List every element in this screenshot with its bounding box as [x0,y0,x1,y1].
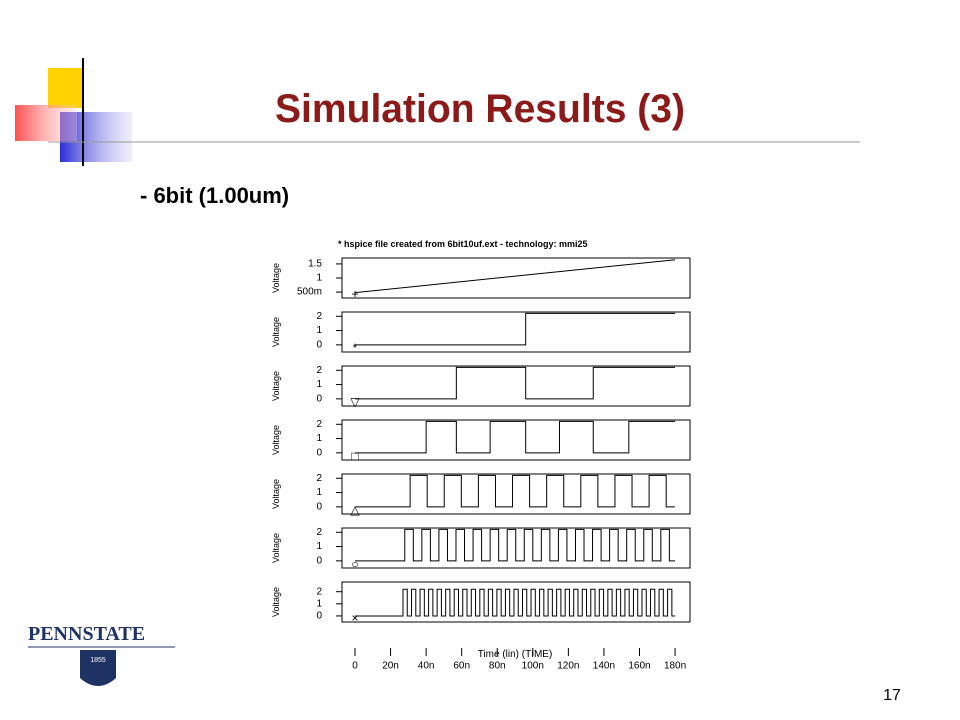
y-tick-label: 2 [316,527,322,538]
x-label: Time (lin) (TIME) [478,649,553,660]
y-tick-label: 1 [316,598,322,609]
y-tick-label: 1.5 [308,259,322,270]
y-axis-label: Voltage [271,479,281,509]
trace-marker: + [351,287,358,301]
y-tick-label: 2 [316,311,322,322]
trace-marker: * [353,341,358,355]
y-tick-label: 1 [316,273,322,284]
y-tick-label: 1 [316,487,322,498]
y-tick-label: 0 [316,611,322,622]
title: Simulation Results (3) [275,87,685,131]
y-tick-label: 1 [316,379,322,390]
panel-frame [341,473,691,515]
y-tick-label: 2 [316,473,322,484]
trace [354,528,676,562]
y-tick-label: 2 [316,419,322,430]
logo-shield [80,650,116,686]
panel-frame [341,311,691,353]
x-tick-label: 20n [382,661,399,672]
x-tick-label: 160n [628,661,650,672]
x-tick-label: 60n [453,661,470,672]
x-tick-label: 140n [593,661,615,672]
deco [48,68,82,108]
page-number: 17 [883,687,901,704]
logo-text: PENNSTATE [28,623,145,645]
logo-year: 1855 [90,657,106,664]
trace [354,420,676,454]
y-tick-label: 0 [316,555,322,566]
trace [354,366,676,400]
trace [354,259,676,294]
y-tick-label: 0 [316,501,322,512]
y-axis-label: Voltage [271,317,281,347]
y-tick-label: 0 [316,393,322,404]
y-tick-label: 1 [316,325,322,336]
y-axis-label: Voltage [271,587,281,617]
x-tick-label: 120n [557,661,579,672]
panel-frame [341,419,691,461]
plot-header: * hspice file created from 6bit10uf.ext … [338,239,588,249]
panel-frame [341,365,691,407]
trace [354,588,676,617]
panel-frame [341,581,691,623]
trace-marker: × [351,611,358,625]
y-axis-label: Voltage [271,371,281,401]
x-tick-label: 80n [489,661,506,672]
trace-marker: △ [350,503,360,517]
y-tick-label: 1 [316,433,322,444]
x-tick-label: 0 [352,661,358,672]
y-tick-label: 2 [316,586,322,597]
subtitle: - 6bit (1.00um) [140,183,289,208]
y-tick-label: 0 [316,447,322,458]
y-tick-label: 500m [297,287,322,298]
panel-frame [341,527,691,569]
trace-marker: ○ [351,557,358,571]
x-tick-label: 40n [418,661,435,672]
trace-marker: □ [351,449,358,463]
trace-marker: ▽ [350,395,360,409]
x-tick-label: 100n [522,661,544,672]
x-tick-label: 180n [664,661,686,672]
y-axis-label: Voltage [271,263,281,293]
y-tick-label: 2 [316,365,322,376]
trace [354,312,676,346]
y-tick-label: 0 [316,339,322,350]
deco [15,105,77,141]
trace [354,474,676,508]
y-axis-label: Voltage [271,533,281,563]
y-tick-label: 1 [316,541,322,552]
y-axis-label: Voltage [271,425,281,455]
